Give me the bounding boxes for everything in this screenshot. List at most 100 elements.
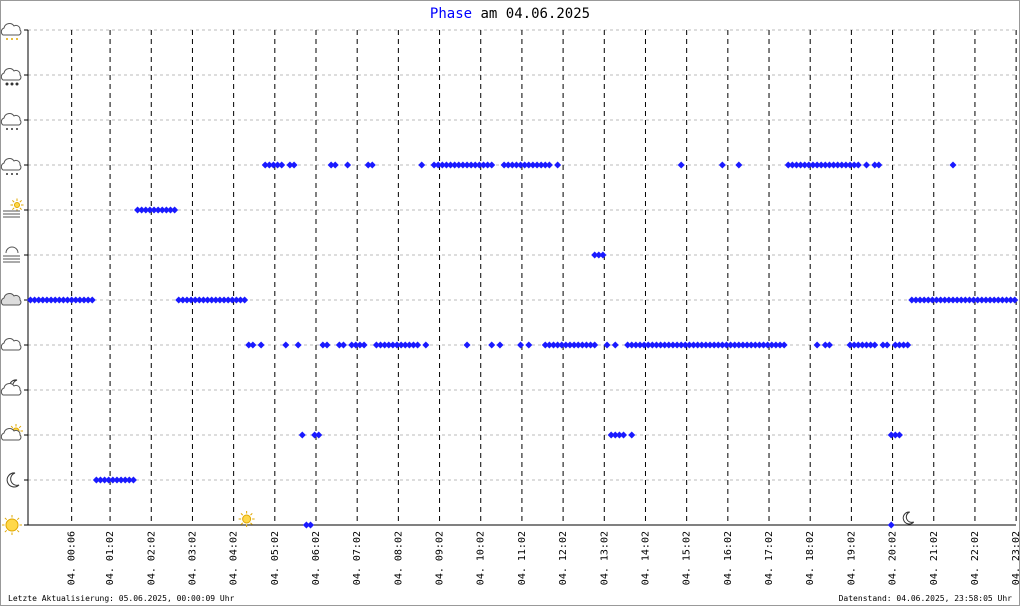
point (364, 161, 372, 169)
point (739, 341, 747, 349)
x-tick-label: 04. 04:02 (229, 531, 240, 585)
point (562, 341, 570, 349)
point (286, 161, 294, 169)
point (648, 341, 656, 349)
point (315, 431, 323, 439)
point (166, 206, 174, 214)
cloud (0, 23, 22, 36)
sun (14, 202, 20, 208)
point (76, 296, 84, 304)
point (685, 341, 693, 349)
point (134, 206, 142, 214)
point (813, 341, 821, 349)
cloud (0, 383, 22, 396)
drop (11, 173, 13, 175)
point (187, 296, 195, 304)
point (912, 296, 920, 304)
point (636, 341, 644, 349)
point (825, 341, 833, 349)
point (59, 296, 67, 304)
point (875, 161, 883, 169)
point (64, 296, 72, 304)
x-tick-label: 04. 06:02 (311, 531, 322, 585)
point (854, 341, 862, 349)
point (850, 161, 858, 169)
point (307, 521, 315, 529)
point (377, 341, 385, 349)
point (582, 341, 590, 349)
x-tick-label: 04. 03:02 (187, 531, 198, 585)
point (809, 161, 817, 169)
y-tick-icon (0, 293, 22, 306)
x-tick-label: 04. 12:02 (558, 531, 569, 585)
drop (6, 128, 8, 130)
drop (11, 128, 13, 130)
point (117, 476, 125, 484)
point (953, 296, 961, 304)
point (858, 341, 866, 349)
point (129, 476, 137, 484)
point (397, 341, 405, 349)
point (298, 431, 306, 439)
point (302, 521, 310, 529)
x-tick-label: 04. 18:02 (805, 531, 816, 585)
point (274, 161, 282, 169)
point (401, 341, 409, 349)
point (216, 296, 224, 304)
ray (250, 512, 253, 516)
point (249, 341, 257, 349)
point (80, 296, 88, 304)
point (574, 341, 582, 349)
moon (6, 472, 20, 488)
point (710, 341, 718, 349)
point (368, 161, 376, 169)
point (965, 296, 973, 304)
x-tick-label: 04. 09:02 (435, 531, 446, 585)
point (265, 161, 273, 169)
x-tick-label: 04. 14:02 (640, 531, 651, 585)
ray (240, 522, 244, 526)
point (554, 341, 562, 349)
point (484, 161, 492, 169)
point (982, 296, 990, 304)
point (533, 161, 541, 169)
x-tick-label: 04. 16:02 (723, 531, 734, 585)
point (72, 296, 80, 304)
point (603, 341, 611, 349)
point (101, 476, 109, 484)
point (760, 341, 768, 349)
drop (5, 82, 9, 86)
point (731, 341, 739, 349)
point (755, 341, 763, 349)
point (677, 161, 685, 169)
footer-right: Datenstand: 04.06.2025, 23:58:05 Uhr (839, 594, 1013, 603)
sun (242, 514, 252, 524)
footer-left: Letzte Aktualisierung: 05.06.2025, 00:00… (8, 594, 235, 603)
ray (4, 517, 8, 521)
drop (15, 82, 19, 86)
point (698, 341, 706, 349)
point (751, 341, 759, 349)
drop (11, 38, 13, 40)
point (784, 161, 792, 169)
point (821, 341, 829, 349)
point (344, 161, 352, 169)
y-tick-icon (0, 424, 23, 441)
point (517, 161, 525, 169)
point (994, 296, 1002, 304)
point (360, 341, 368, 349)
point (846, 341, 854, 349)
y-tick-icon (2, 515, 22, 535)
point (488, 341, 496, 349)
point (311, 431, 319, 439)
point (191, 296, 199, 304)
point (990, 296, 998, 304)
point (607, 431, 615, 439)
point (504, 161, 512, 169)
point (904, 341, 912, 349)
point (418, 161, 426, 169)
point (850, 341, 858, 349)
sun (5, 518, 19, 532)
point (871, 341, 879, 349)
point (933, 296, 941, 304)
